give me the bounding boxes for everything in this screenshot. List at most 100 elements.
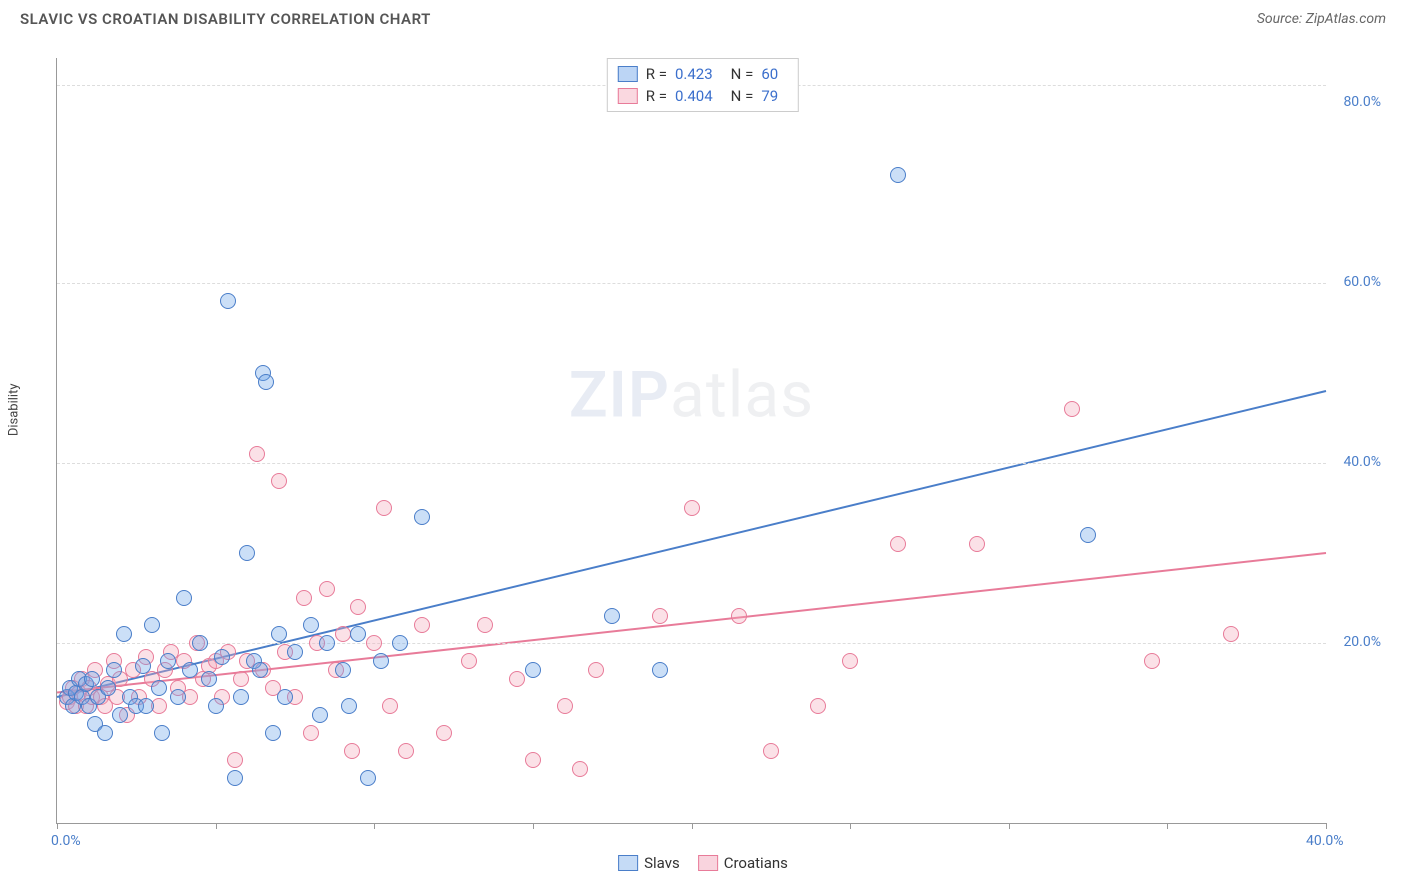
data-point	[303, 725, 319, 741]
data-point	[525, 662, 541, 678]
data-point	[477, 617, 493, 633]
data-point	[100, 680, 116, 696]
x-tick	[533, 823, 534, 829]
correlation-legend: R =0.423N =60R =0.404N =79	[607, 58, 799, 112]
data-point	[1223, 626, 1239, 642]
x-tick	[57, 823, 58, 829]
data-point	[214, 649, 230, 665]
legend-r-value: 0.404	[675, 87, 713, 105]
data-point	[414, 509, 430, 525]
legend-n-value: 79	[761, 87, 778, 105]
y-tick-label: 40.0%	[1343, 454, 1381, 470]
data-point	[135, 658, 151, 674]
y-tick-label: 20.0%	[1343, 634, 1381, 650]
gridline	[57, 643, 1326, 644]
data-point	[1144, 653, 1160, 669]
data-point	[557, 698, 573, 714]
data-point	[344, 743, 360, 759]
legend-swatch	[618, 66, 638, 82]
data-point	[303, 617, 319, 633]
data-point	[763, 743, 779, 759]
x-tick	[692, 823, 693, 829]
data-point	[392, 635, 408, 651]
data-point	[684, 500, 700, 516]
legend-n-value: 60	[761, 65, 778, 83]
data-point	[652, 662, 668, 678]
x-tick-label: 0.0%	[51, 833, 81, 849]
data-point	[319, 635, 335, 651]
legend-row: R = 0.404 N = 79	[618, 85, 788, 107]
data-point	[239, 545, 255, 561]
data-point	[201, 671, 217, 687]
y-axis-label: Disability	[7, 383, 22, 436]
data-point	[319, 581, 335, 597]
data-point	[227, 752, 243, 768]
data-point	[192, 635, 208, 651]
data-point	[287, 644, 303, 660]
data-point	[382, 698, 398, 714]
legend-label: Croatians	[724, 854, 788, 872]
data-point	[398, 743, 414, 759]
data-point	[208, 698, 224, 714]
legend-n-label: N =	[731, 87, 754, 105]
data-point	[890, 536, 906, 552]
trend-line	[57, 391, 1326, 697]
data-point	[154, 725, 170, 741]
data-point	[842, 653, 858, 669]
data-point	[249, 446, 265, 462]
data-point	[376, 500, 392, 516]
data-point	[271, 626, 287, 642]
data-point	[271, 473, 287, 489]
data-point	[116, 626, 132, 642]
data-point	[731, 608, 747, 624]
data-point	[233, 671, 249, 687]
legend-r-label: R =	[646, 65, 667, 83]
data-point	[335, 662, 351, 678]
data-point	[258, 374, 274, 390]
data-point	[572, 761, 588, 777]
data-point	[509, 671, 525, 687]
data-point	[341, 698, 357, 714]
chart-title: SLAVIC VS CROATIAN DISABILITY CORRELATIO…	[20, 10, 431, 28]
data-point	[366, 635, 382, 651]
data-point	[414, 617, 430, 633]
plot-area: ZIPatlas 20.0%40.0%60.0%80.0%0.0%40.0%	[56, 58, 1326, 824]
data-point	[350, 626, 366, 642]
legend-swatch	[698, 855, 718, 871]
data-point	[436, 725, 452, 741]
chart-container: Disability ZIPatlas 20.0%40.0%60.0%80.0%…	[20, 38, 1386, 872]
data-point	[312, 707, 328, 723]
data-point	[810, 698, 826, 714]
x-tick	[1167, 823, 1168, 829]
data-point	[252, 662, 268, 678]
y-tick-label: 80.0%	[1343, 94, 1381, 110]
data-point	[588, 662, 604, 678]
legend-label: Slavs	[644, 854, 680, 872]
legend-item: Slavs	[618, 854, 680, 872]
x-tick	[216, 823, 217, 829]
legend-swatch	[618, 855, 638, 871]
legend-r-label: R =	[646, 87, 667, 105]
data-point	[890, 167, 906, 183]
data-point	[1080, 527, 1096, 543]
data-point	[277, 689, 293, 705]
gridline	[57, 283, 1326, 284]
data-point	[176, 590, 192, 606]
x-tick-label: 40.0%	[1306, 833, 1344, 849]
data-point	[265, 725, 281, 741]
data-point	[160, 653, 176, 669]
data-point	[170, 689, 186, 705]
watermark: ZIPatlas	[569, 357, 814, 432]
data-point	[335, 626, 351, 642]
data-point	[652, 608, 668, 624]
data-point	[97, 725, 113, 741]
data-point	[144, 617, 160, 633]
data-point	[227, 770, 243, 786]
data-point	[233, 689, 249, 705]
x-tick	[850, 823, 851, 829]
data-point	[84, 671, 100, 687]
data-point	[360, 770, 376, 786]
data-point	[525, 752, 541, 768]
chart-source: Source: ZipAtlas.com	[1257, 11, 1386, 27]
gridline	[57, 463, 1326, 464]
